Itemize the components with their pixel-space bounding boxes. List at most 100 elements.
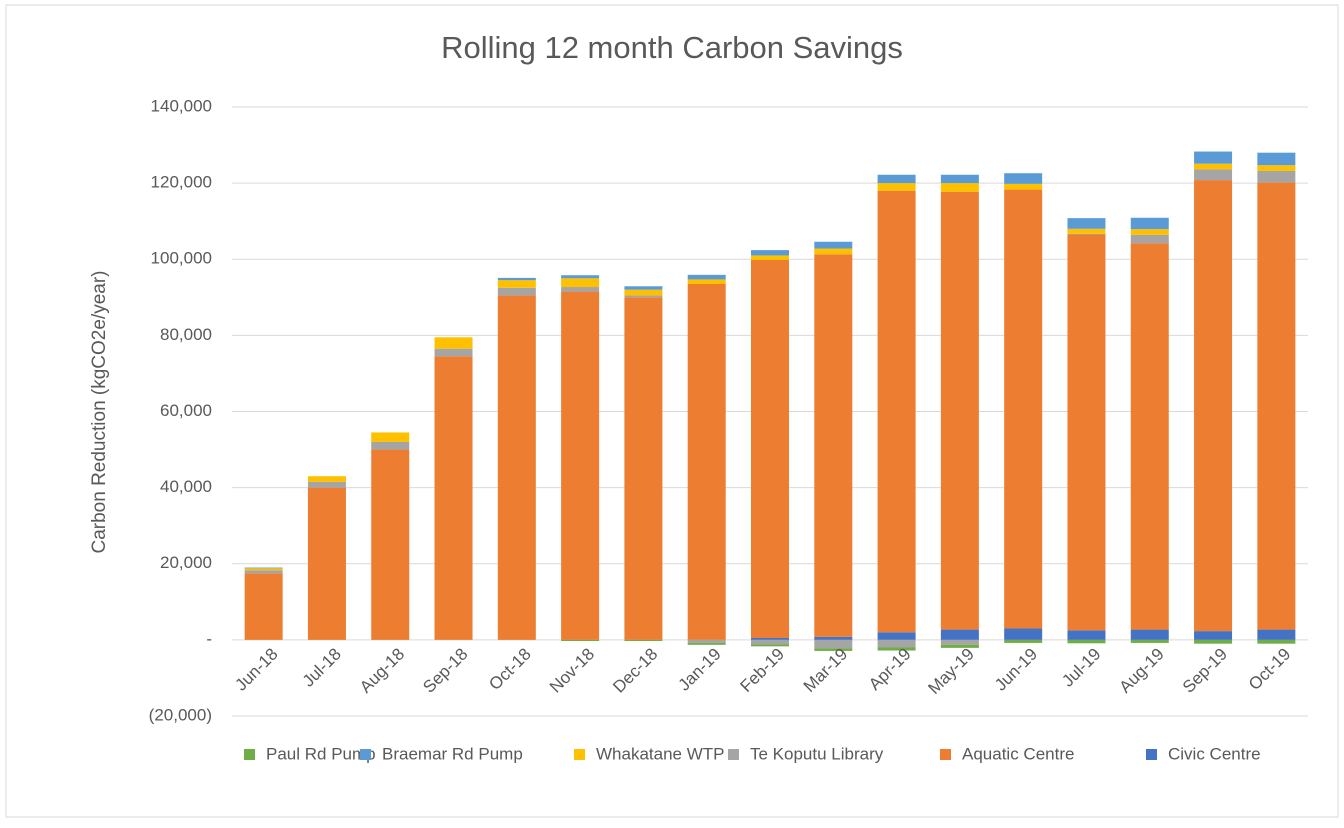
- bar-segment: [877, 190, 916, 633]
- bar-segment: [940, 644, 979, 648]
- bar-segment: [814, 648, 853, 651]
- bar-segment: [497, 287, 536, 296]
- bar-segment: [1067, 234, 1106, 631]
- bar-segment: [751, 637, 789, 640]
- bar-segment: [751, 639, 789, 645]
- bar-segment: [497, 280, 536, 288]
- bar-segment: [434, 337, 473, 349]
- legend-label: Aquatic Centre: [962, 744, 1074, 763]
- bar-segment: [624, 639, 663, 642]
- bar-segment: [877, 174, 916, 184]
- bar-segment: [244, 567, 283, 569]
- bar-segment: [687, 274, 726, 280]
- legend-swatch: [244, 749, 255, 760]
- bar-segment: [814, 254, 853, 637]
- bar-segment: [624, 295, 663, 298]
- legend-swatch: [360, 749, 371, 760]
- legend-label: Civic Centre: [1168, 744, 1261, 763]
- legend-label: Braemar Rd Pump: [382, 744, 523, 763]
- bar-segment: [1194, 180, 1233, 632]
- y-tick-label: 20,000: [160, 553, 212, 572]
- y-tick-label: 80,000: [160, 325, 212, 344]
- y-tick-label: 120,000: [151, 173, 212, 192]
- bar-segment: [940, 639, 979, 645]
- bar-segment: [1257, 182, 1296, 630]
- bar-segment: [244, 568, 283, 571]
- bar-segment: [687, 639, 726, 643]
- bar-segment: [561, 278, 600, 288]
- bar-segment: [624, 286, 663, 290]
- y-tick-label: (20,000): [149, 705, 212, 724]
- bar-segment: [1067, 218, 1106, 229]
- bar-segment: [497, 295, 536, 640]
- bar-segment: [1194, 169, 1233, 181]
- bar-segment: [1194, 639, 1233, 644]
- bar-segment: [751, 260, 789, 638]
- legend-swatch: [728, 749, 739, 760]
- bar-segment: [434, 348, 473, 357]
- bar-segment: [1130, 243, 1169, 630]
- bar-segment: [1194, 151, 1233, 164]
- bar-segment: [814, 639, 853, 649]
- legend-label: Te Koputu Library: [750, 744, 884, 763]
- bar-segment: [1130, 629, 1169, 640]
- legend-swatch: [940, 749, 951, 760]
- bar-segment: [877, 647, 916, 651]
- y-tick-label: 60,000: [160, 401, 212, 420]
- bar-segment: [877, 183, 916, 191]
- bar-segment: [687, 283, 726, 640]
- bar-segment: [877, 639, 916, 648]
- bar-segment: [814, 248, 853, 255]
- legend-swatch: [1146, 749, 1157, 760]
- bar-segment: [307, 476, 346, 482]
- bar-segment: [940, 629, 979, 640]
- bar-segment: [244, 570, 283, 574]
- bar-segment: [1067, 630, 1106, 640]
- bar-segment: [561, 639, 600, 642]
- bar-segment: [940, 183, 979, 192]
- bar-segment: [1257, 165, 1296, 171]
- bar-segment: [940, 191, 979, 630]
- bar-segment: [1130, 234, 1169, 244]
- bar-segment: [1004, 173, 1043, 184]
- bar-segment: [751, 644, 789, 647]
- legend-label: Whakatane WTP: [596, 744, 725, 763]
- bar-segment: [1004, 628, 1043, 640]
- bar-segment: [497, 277, 536, 281]
- bar-segment: [1004, 189, 1043, 629]
- bar-segment: [1257, 152, 1296, 166]
- bar-segment: [1257, 639, 1296, 644]
- bar-segment: [624, 297, 663, 640]
- bar-segment: [307, 481, 346, 488]
- bar-segment: [940, 174, 979, 184]
- bar-segment: [1067, 639, 1106, 644]
- y-axis-label: Carbon Reduction (kgCO2e/year): [89, 270, 110, 553]
- bar-segment: [814, 636, 853, 640]
- y-tick-label: 100,000: [151, 249, 212, 268]
- bar-segment: [307, 487, 346, 640]
- bar-segment: [1257, 629, 1296, 640]
- bar-segment: [751, 255, 789, 261]
- bar-segment: [561, 275, 600, 279]
- bar-segment: [687, 279, 726, 284]
- bar-segment: [1067, 233, 1106, 235]
- bar-segment: [1004, 639, 1043, 643]
- bar-segment: [561, 287, 600, 292]
- bar-segment: [1004, 183, 1043, 190]
- bar-segment: [434, 356, 473, 640]
- chart-title: Rolling 12 month Carbon Savings: [441, 30, 903, 65]
- bar-segment: [371, 432, 410, 442]
- y-tick-label: -: [206, 629, 212, 648]
- bar-segment: [1130, 229, 1169, 235]
- bar-segment: [1257, 170, 1296, 183]
- bar-segment: [687, 642, 726, 645]
- legend-swatch: [574, 749, 585, 760]
- bar-segment: [561, 291, 600, 640]
- y-tick-label: 140,000: [151, 96, 212, 115]
- legend-label: Paul Rd Pump: [266, 744, 376, 763]
- bar-segment: [1194, 163, 1233, 170]
- bar-segment: [1067, 228, 1106, 234]
- bar-segment: [244, 573, 283, 640]
- bar-segment: [624, 289, 663, 296]
